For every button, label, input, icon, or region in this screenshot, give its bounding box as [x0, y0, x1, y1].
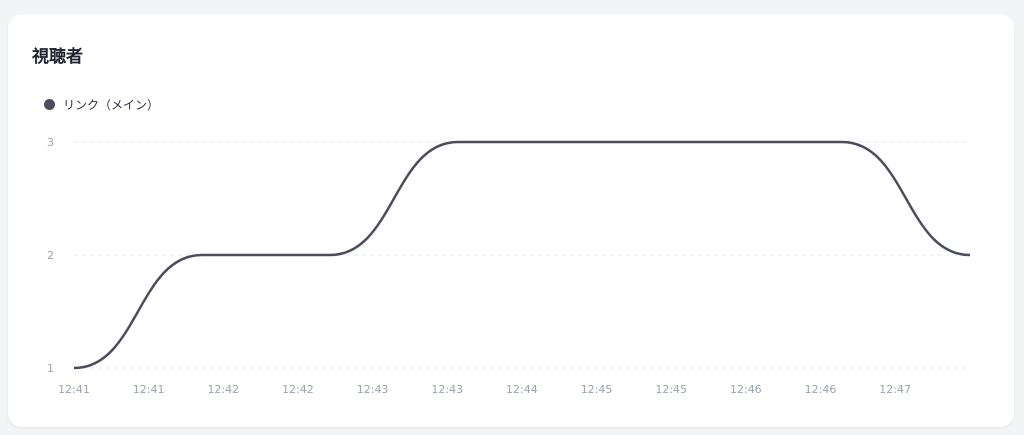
y-tick-label: 2	[47, 249, 54, 262]
x-tick-label: 12:42	[207, 383, 239, 396]
card-title: 視聴者	[32, 47, 83, 67]
x-tick-label: 12:45	[581, 383, 613, 396]
x-tick-label: 12:41	[58, 383, 90, 396]
y-tick-label: 1	[47, 362, 54, 375]
legend-item[interactable]: リンク（メイン）	[44, 96, 159, 113]
x-tick-label: 12:42	[282, 383, 314, 396]
legend-dot-icon	[44, 99, 55, 110]
x-tick-label: 12:44	[506, 383, 538, 396]
x-tick-label: 12:43	[357, 383, 389, 396]
y-tick-label: 3	[47, 136, 54, 149]
x-tick-label: 12:41	[133, 383, 165, 396]
x-tick-label: 12:47	[879, 383, 911, 396]
x-tick-label: 12:46	[730, 383, 762, 396]
x-tick-label: 12:45	[655, 383, 687, 396]
series-line	[73, 140, 971, 370]
x-tick-label: 12:46	[805, 383, 837, 396]
x-tick-label: 12:43	[431, 383, 463, 396]
legend-label: リンク（メイン）	[63, 98, 160, 112]
viewers-card: 視聴者 リンク（メイン）	[8, 14, 1014, 427]
